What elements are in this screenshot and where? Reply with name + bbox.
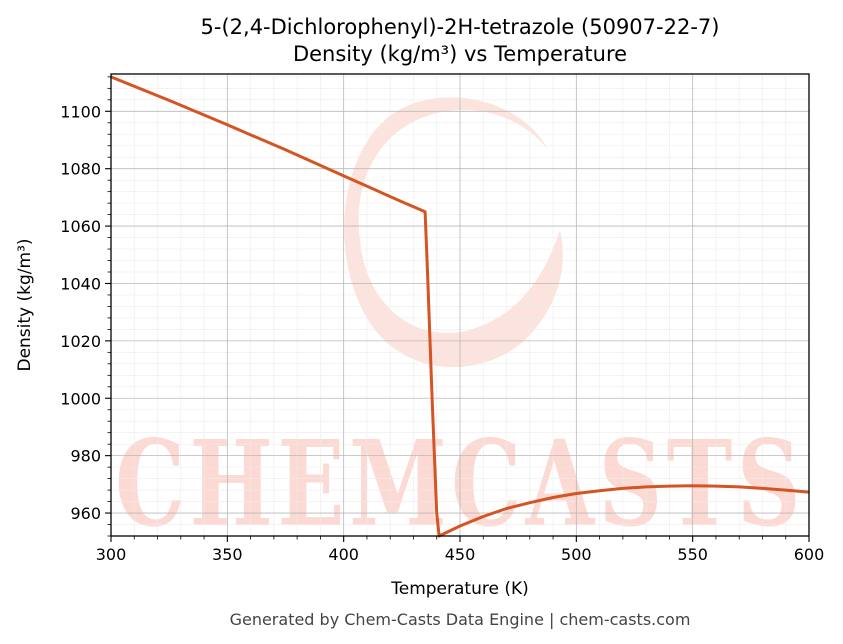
y-axis: 960 980 1000 1020 1040 1060 1080 1100 xyxy=(60,76,111,537)
chart-title-line: 5-(2,4-Dichlorophenyl)-2H-tetrazole (509… xyxy=(201,15,720,39)
y-tick-label: 960 xyxy=(70,504,101,523)
y-axis-label: Density (kg/m³) xyxy=(15,238,35,371)
x-tick-label: 500 xyxy=(561,545,592,564)
y-tick-label: 1020 xyxy=(60,332,101,351)
density-series-line xyxy=(110,75,810,538)
series-layer xyxy=(110,75,810,538)
x-tick-label: 300 xyxy=(96,545,127,564)
footer-credit: Generated by Chem-Casts Data Engine | ch… xyxy=(230,610,691,629)
y-tick-label: 980 xyxy=(70,447,101,466)
x-axis: 300 350 400 450 500 550 600 xyxy=(96,536,825,564)
x-tick-label: 600 xyxy=(794,545,825,564)
chart-title: 5-(2,4-Dichlorophenyl)-2H-tetrazole (509… xyxy=(201,15,720,66)
x-tick-label: 550 xyxy=(677,545,708,564)
x-tick-label: 350 xyxy=(212,545,243,564)
y-tick-label: 1060 xyxy=(60,217,101,236)
x-tick-label: 400 xyxy=(328,545,359,564)
watermark-text: CHEMCASTS xyxy=(115,414,805,553)
chart-subtitle-line: Density (kg/m³) vs Temperature xyxy=(293,42,627,66)
y-tick-label: 1040 xyxy=(60,274,101,293)
y-tick-label: 1000 xyxy=(60,389,101,408)
y-tick-label: 1100 xyxy=(60,102,101,121)
y-tick-label: 1080 xyxy=(60,160,101,179)
watermark-logo: CHEMCASTS xyxy=(115,97,805,553)
x-axis-label: Temperature (K) xyxy=(390,579,529,599)
x-tick-label: 450 xyxy=(445,545,476,564)
